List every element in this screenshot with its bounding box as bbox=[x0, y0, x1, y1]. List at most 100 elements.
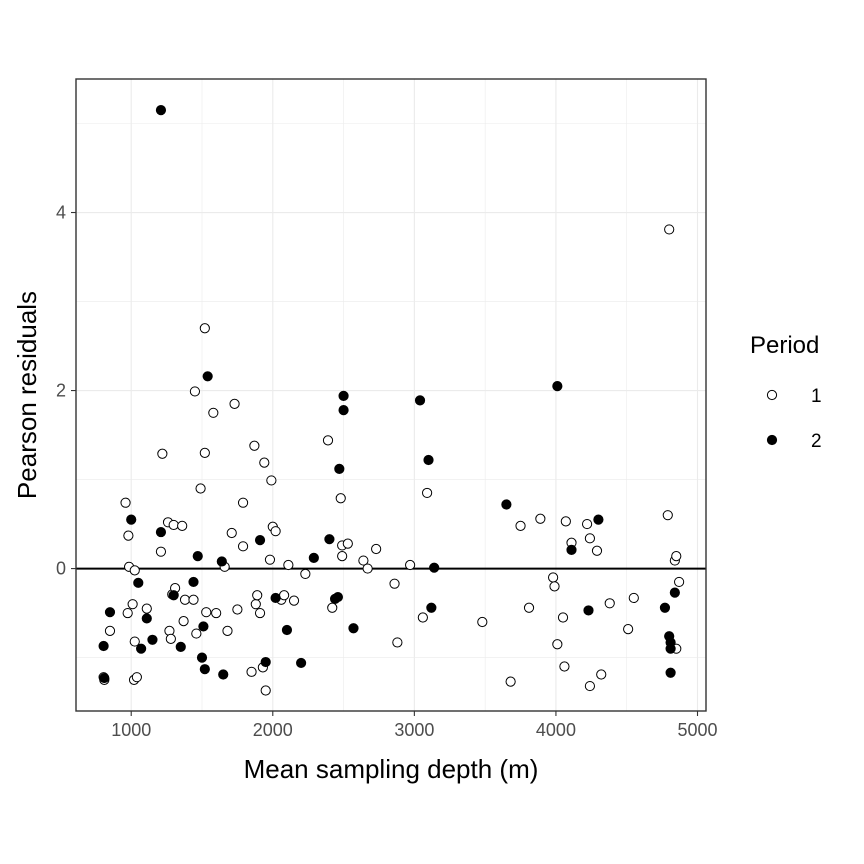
point-period-1 bbox=[671, 551, 682, 562]
point-period-2 bbox=[136, 643, 147, 654]
point-period-1 bbox=[560, 516, 571, 527]
point-period-1 bbox=[584, 680, 596, 692]
point-period-1 bbox=[232, 604, 243, 615]
point-period-2 bbox=[199, 664, 210, 675]
point-period-1 bbox=[157, 448, 168, 459]
point-period-1 bbox=[270, 526, 281, 537]
point-period-2 bbox=[155, 105, 167, 116]
point-period-1 bbox=[260, 685, 271, 696]
point-period-1 bbox=[327, 602, 338, 613]
point-period-2 bbox=[429, 562, 440, 573]
point-period-1 bbox=[628, 592, 639, 604]
point-period-2 bbox=[583, 605, 594, 616]
point-period-2 bbox=[141, 613, 152, 624]
point-period-2 bbox=[308, 552, 319, 563]
point-period-1 bbox=[189, 386, 201, 397]
point-period-1 bbox=[141, 603, 152, 614]
grid bbox=[76, 79, 706, 711]
point-period-2 bbox=[270, 592, 281, 604]
axis-ticks: 1000 2000 3000 4000 5000 0 2 4 bbox=[56, 203, 718, 740]
point-period-1 bbox=[127, 599, 138, 610]
point-period-2 bbox=[566, 544, 577, 555]
point-period-1 bbox=[371, 543, 382, 555]
point-period-2 bbox=[281, 624, 293, 636]
x-axis-title: Mean sampling depth (m) bbox=[244, 754, 539, 784]
point-period-1 bbox=[129, 636, 140, 647]
point-period-1 bbox=[122, 607, 133, 619]
point-period-2 bbox=[133, 577, 144, 588]
point-period-2 bbox=[426, 602, 437, 613]
point-period-1 bbox=[557, 612, 569, 623]
point-period-1 bbox=[362, 563, 373, 574]
x-tick-label: 2000 bbox=[253, 720, 293, 740]
point-period-1 bbox=[505, 676, 516, 687]
point-period-1 bbox=[335, 493, 346, 504]
point-period-2 bbox=[98, 640, 109, 652]
point-period-1 bbox=[596, 669, 607, 680]
x-tick-label: 4000 bbox=[536, 720, 576, 740]
point-period-2 bbox=[218, 669, 229, 680]
point-period-1 bbox=[199, 447, 210, 458]
point-period-2 bbox=[168, 590, 179, 601]
legend-label-period-2: 2 bbox=[811, 431, 822, 452]
point-period-1 bbox=[417, 612, 428, 623]
point-period-2 bbox=[665, 643, 676, 654]
point-period-1 bbox=[177, 520, 188, 531]
x-tick-label: 3000 bbox=[394, 720, 434, 740]
point-period-1 bbox=[664, 224, 675, 235]
point-period-1 bbox=[559, 661, 570, 672]
point-period-1 bbox=[288, 595, 300, 606]
point-period-1 bbox=[515, 520, 526, 531]
point-period-1 bbox=[552, 639, 563, 650]
point-period-1 bbox=[300, 568, 311, 580]
point-period-1 bbox=[422, 487, 433, 499]
point-period-1 bbox=[237, 541, 249, 552]
x-tick-label: 1000 bbox=[111, 720, 151, 740]
y-axis-title: Pearson residuals bbox=[12, 291, 42, 499]
point-period-2 bbox=[260, 656, 271, 668]
point-period-1 bbox=[229, 398, 240, 410]
point-period-1 bbox=[237, 497, 249, 508]
point-period-1 bbox=[226, 527, 237, 539]
point-period-1 bbox=[249, 440, 260, 451]
point-period-1 bbox=[168, 519, 179, 531]
panel-border bbox=[75, 78, 707, 712]
point-period-1 bbox=[581, 518, 593, 530]
point-period-2 bbox=[188, 576, 199, 588]
point-period-2 bbox=[665, 667, 676, 678]
point-period-1 bbox=[591, 545, 603, 556]
point-period-1 bbox=[104, 625, 116, 636]
point-period-1 bbox=[342, 538, 353, 549]
point-period-1 bbox=[208, 407, 219, 418]
point-period-1 bbox=[246, 666, 257, 677]
point-period-1 bbox=[535, 513, 546, 524]
point-period-1 bbox=[264, 554, 276, 565]
point-period-2 bbox=[216, 556, 227, 567]
legend-marker-period-2 bbox=[766, 434, 778, 446]
point-period-1 bbox=[623, 624, 634, 635]
point-period-2 bbox=[254, 534, 266, 546]
point-period-2 bbox=[192, 551, 203, 562]
point-period-2 bbox=[104, 607, 116, 618]
legend-marker-period-1 bbox=[766, 389, 778, 401]
point-period-1 bbox=[389, 578, 400, 589]
point-period-2 bbox=[126, 514, 137, 525]
point-period-1 bbox=[250, 599, 261, 610]
point-period-1 bbox=[195, 483, 206, 494]
point-period-1 bbox=[674, 576, 685, 588]
point-period-1 bbox=[322, 435, 334, 446]
point-period-2 bbox=[202, 371, 213, 382]
point-period-2 bbox=[669, 587, 680, 598]
point-period-1 bbox=[129, 565, 140, 576]
point-period-1 bbox=[131, 672, 142, 683]
point-period-1 bbox=[259, 457, 270, 468]
point-period-1 bbox=[405, 559, 416, 571]
point-period-1 bbox=[662, 510, 673, 521]
x-tick-label: 5000 bbox=[677, 720, 717, 740]
point-period-1 bbox=[155, 546, 167, 557]
point-period-2 bbox=[155, 526, 167, 538]
point-period-2 bbox=[593, 514, 604, 525]
point-period-1 bbox=[337, 551, 348, 562]
point-period-1 bbox=[188, 594, 199, 605]
point-period-2 bbox=[501, 499, 512, 510]
